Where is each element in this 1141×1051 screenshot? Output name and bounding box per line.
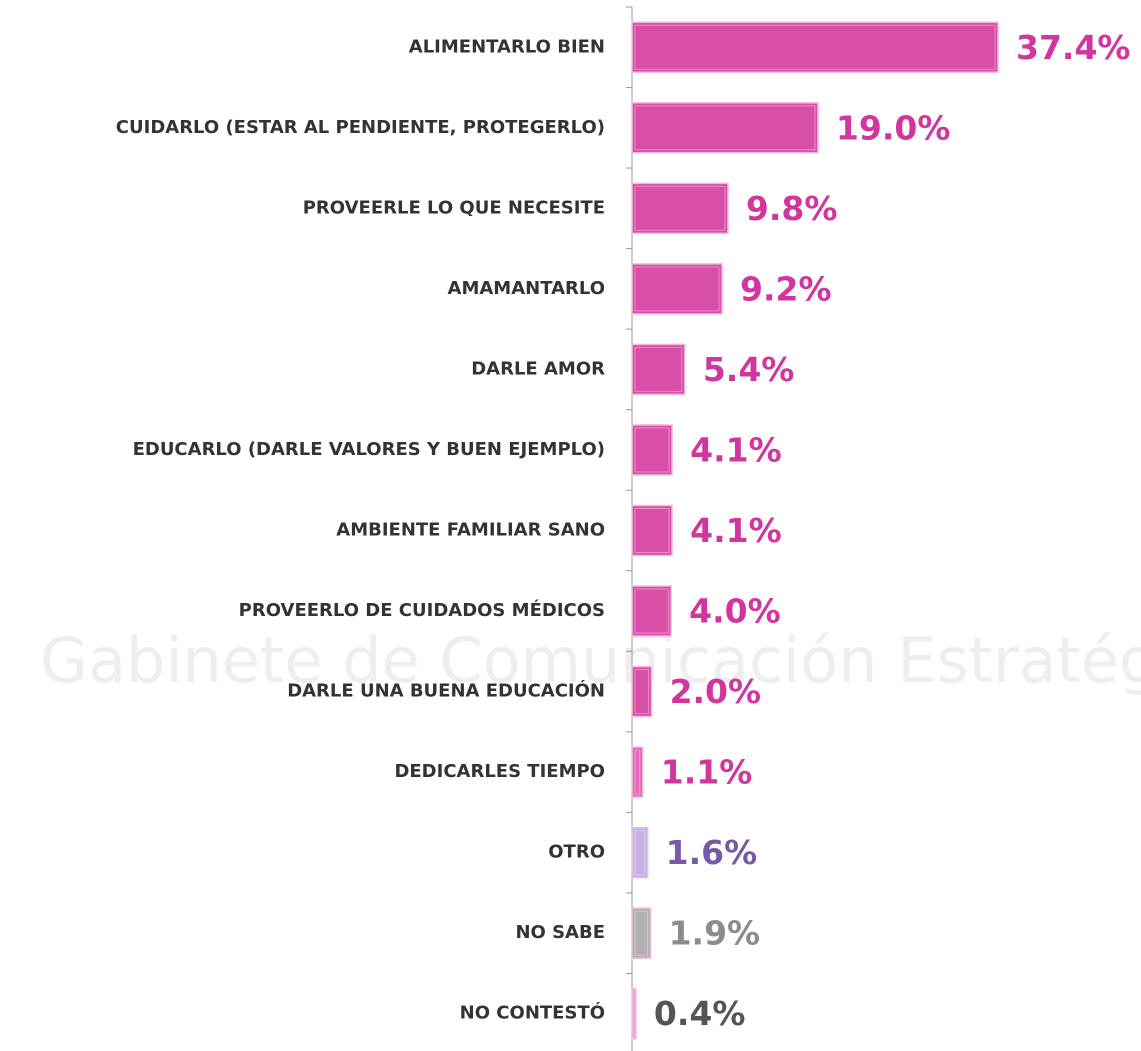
bar-bevel xyxy=(634,346,683,392)
category-label: AMAMANTARLO xyxy=(448,278,605,299)
bar xyxy=(631,21,999,74)
value-label: 0.4% xyxy=(654,994,746,1033)
bar xyxy=(631,424,673,476)
bar-bevel xyxy=(634,266,720,312)
bar-bevel xyxy=(634,910,649,956)
bar-bevel xyxy=(634,508,670,553)
bar xyxy=(631,907,652,959)
value-label: 1.6% xyxy=(666,833,758,872)
value-label: 37.4% xyxy=(1016,28,1131,67)
bar-bevel xyxy=(634,669,650,715)
bar-bevel xyxy=(634,588,669,634)
bar xyxy=(631,102,819,154)
value-label: 4.1% xyxy=(690,511,782,550)
bar-bevel xyxy=(634,427,670,473)
category-label: DEDICARLES TIEMPO xyxy=(394,761,605,782)
value-label: 9.8% xyxy=(746,189,838,228)
value-label: 1.1% xyxy=(661,753,753,792)
value-label: 5.4% xyxy=(703,350,795,389)
category-label: ALIMENTARLO BIEN xyxy=(409,36,605,57)
bar xyxy=(631,585,672,637)
bar xyxy=(631,826,649,879)
bar-bevel xyxy=(634,105,816,151)
category-label: CUIDARLO (ESTAR AL PENDIENTE, PROTEGERLO… xyxy=(116,117,605,138)
bar xyxy=(631,504,673,557)
bar xyxy=(631,182,729,235)
value-label: 4.0% xyxy=(689,592,781,631)
watermark: Gabinete de Comunicación Estratégica xyxy=(40,624,1141,697)
bar xyxy=(631,263,723,315)
bar xyxy=(631,665,653,718)
category-label: PROVEERLO DE CUIDADOS MÉDICOS xyxy=(239,599,605,621)
bar-bevel xyxy=(634,830,646,876)
value-label: 9.2% xyxy=(740,269,832,308)
value-label: 19.0% xyxy=(836,108,951,147)
category-label: AMBIENTE FAMILIAR SANO xyxy=(336,520,605,541)
bar xyxy=(631,987,637,1040)
category-label: PROVEERLE LO QUE NECESITE xyxy=(303,197,605,218)
bar-bevel xyxy=(634,749,641,795)
bar xyxy=(631,343,686,396)
category-label: NO SABE xyxy=(515,922,605,943)
value-label: 4.1% xyxy=(690,430,782,469)
value-label: 2.0% xyxy=(670,672,762,711)
category-label: OTRO xyxy=(548,842,605,863)
category-label: DARLE AMOR xyxy=(471,358,605,379)
bar-bevel xyxy=(634,24,996,70)
value-label: 1.9% xyxy=(669,914,761,953)
category-label: NO CONTESTÓ xyxy=(460,1002,605,1024)
bar-bevel xyxy=(634,185,726,231)
category-label: DARLE UNA BUENA EDUCACIÓN xyxy=(287,680,605,702)
bar xyxy=(631,746,644,798)
category-label: EDUCARLO (DARLE VALORES Y BUEN EJEMPLO) xyxy=(133,439,605,460)
